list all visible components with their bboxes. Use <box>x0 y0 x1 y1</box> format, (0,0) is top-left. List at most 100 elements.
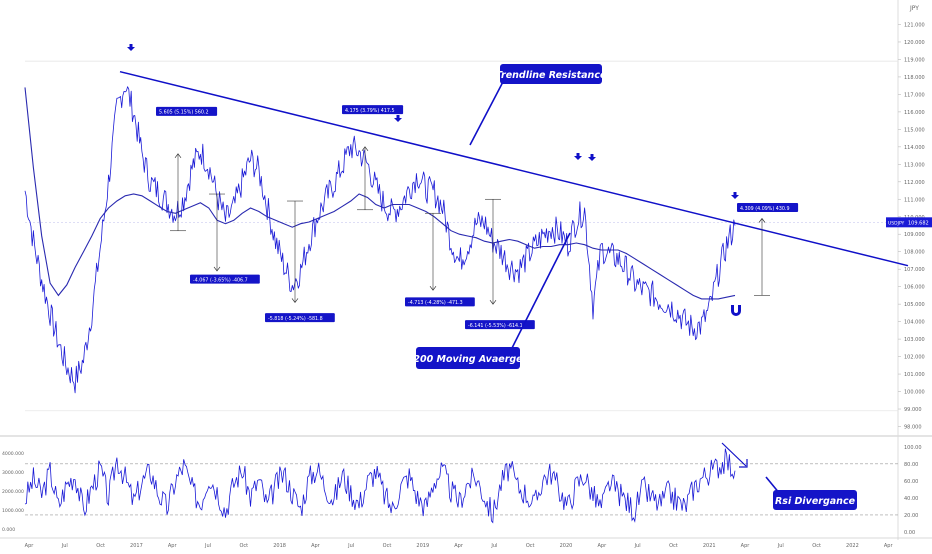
trendline-callout-pointer <box>469 77 506 146</box>
annotation-layer: 5.605 (5.15%) 560.2 -4.067 (-3.65%) -406.… <box>127 44 857 510</box>
x-tick-label: 2020 <box>560 543 573 549</box>
measure-arrowhead <box>429 285 437 291</box>
x-tick-label: Jul <box>61 543 68 549</box>
y-tick-label: 105.000 <box>904 302 925 308</box>
rsi-divergence-line <box>721 442 747 467</box>
rsi-pane: 100.00 80.00 60.00 40.00 20.00 0.00 4000.000 30… <box>2 445 922 536</box>
measure-label-box <box>190 274 260 284</box>
ma-callout-box <box>416 347 520 369</box>
x-tick-label: Apr <box>25 543 35 549</box>
x-tick-label: Oct <box>96 543 105 549</box>
rsi-left-tick-label: 1000.000 <box>2 508 24 514</box>
y-tick-label: 111.000 <box>904 197 925 203</box>
rsi-callout-box <box>773 490 857 510</box>
peak-arrow-icon <box>588 154 596 161</box>
y-tick-label: 117.000 <box>904 92 925 98</box>
x-tick-label: 2018 <box>273 543 286 549</box>
rsi-left-tick-label: 3000.000 <box>2 470 24 476</box>
axis-layer: JPY 121.000 120.000 119.000 118.000 117.000 1… <box>0 5 932 549</box>
rsi-divergence-arrowhead <box>739 459 748 468</box>
measure-label: -4.067 (-3.65%) -406.7 <box>193 277 248 283</box>
x-tick-label: Jul <box>204 543 211 549</box>
price-line <box>24 86 736 394</box>
trendline <box>119 70 909 267</box>
x-tick-label: Oct <box>383 543 392 549</box>
measure-label: 4.309 (4.09%) 430.9 <box>740 206 790 212</box>
ma-callout-text: 200 Moving Avaerge <box>413 354 523 365</box>
y-tick-label: 116.000 <box>904 110 925 116</box>
measure-label: -4.713 (-4.28%) -471.3 <box>408 300 463 306</box>
measure-arrowhead <box>174 153 182 159</box>
measure-arrowhead <box>758 217 766 223</box>
rsi-y-tick-label: 40.00 <box>904 496 918 502</box>
measure-label-box <box>342 105 404 115</box>
x-tick-label: Jul <box>490 543 497 549</box>
price-tag-value: 109.682 <box>908 220 929 226</box>
x-tick-label: Oct <box>526 543 535 549</box>
measure-label-box <box>156 106 218 116</box>
y-tick-label: 103.000 <box>904 337 925 343</box>
measure-arrowhead <box>489 299 497 305</box>
y-tick-label: 99.000 <box>904 407 922 413</box>
price-tag-symbol: USDJPY <box>888 220 905 226</box>
rsi-left-tick-label: 4000.000 <box>2 451 24 457</box>
rsi-y-tick-label: 20.00 <box>904 513 918 519</box>
measure-label: 4.175 (3.79%) 417.5 <box>345 108 395 114</box>
rsi-y-tick-label: 0.00 <box>904 530 915 536</box>
price-pane <box>24 70 909 394</box>
x-tick-label: 2017 <box>130 543 143 549</box>
moving-average-line <box>24 87 736 300</box>
trendline-callout-text: Trendline Resistance <box>496 70 607 81</box>
measure-label: -5.818 (-5.24%) -581.8 <box>268 316 323 322</box>
rsi-y-tick-label: 60.00 <box>904 479 918 485</box>
x-tick-label: Jul <box>347 543 354 549</box>
y-tick-label: 102.000 <box>904 355 925 361</box>
x-tick-label: Oct <box>669 543 678 549</box>
y-tick-label: 100.000 <box>904 390 925 396</box>
measure-label-box <box>405 297 475 307</box>
measure-arrowhead <box>361 146 369 152</box>
measure-label-box <box>737 203 799 213</box>
ma-callout-pointer <box>509 232 571 353</box>
peak-arrow-icon <box>574 153 582 160</box>
x-tick-label: Apr <box>311 543 321 549</box>
x-tick-label: Apr <box>884 543 894 549</box>
y-tick-label: 106.000 <box>904 285 925 291</box>
x-tick-label: Apr <box>597 543 607 549</box>
rsi-callout-text: Rsi Divergance <box>775 496 856 507</box>
x-tick-label: Apr <box>454 543 464 549</box>
trendline-callout-box <box>500 64 602 84</box>
measure-arrowhead <box>213 266 221 272</box>
y-tick-label: 115.000 <box>904 127 925 133</box>
peak-arrow-icon <box>127 44 135 51</box>
y-tick-label: 114.000 <box>904 145 925 151</box>
rsi-left-tick-label: 0.000 <box>2 527 15 533</box>
peak-arrow-icon <box>731 192 739 199</box>
y-tick-label: 104.000 <box>904 320 925 326</box>
corner-label: JPY <box>909 5 919 12</box>
y-tick-label: 108.000 <box>904 250 925 256</box>
x-tick-label: Jul <box>777 543 784 549</box>
peak-arrow-icon <box>394 115 402 122</box>
grid-layer <box>0 0 932 540</box>
price-tag-value-box <box>906 217 932 228</box>
measure-label: -6.141 (-5.53%) -614.1 <box>468 323 523 329</box>
y-tick-label: 101.000 <box>904 372 925 378</box>
rsi-y-tick-label: 80.00 <box>904 462 918 468</box>
x-tick-label: 2022 <box>846 543 859 549</box>
y-tick-label: 119.000 <box>904 57 925 63</box>
x-tick-label: Jul <box>634 543 641 549</box>
x-tick-label: 2021 <box>703 543 716 549</box>
rsi-line <box>24 448 736 524</box>
rsi-left-tick-label: 2000.000 <box>2 489 24 495</box>
y-tick-label: 109.000 <box>904 232 925 238</box>
x-tick-label: 2019 <box>416 543 429 549</box>
x-tick-label: Oct <box>239 543 248 549</box>
measure-arrowhead <box>291 298 299 303</box>
rsi-y-tick-label: 100.00 <box>904 445 922 451</box>
magnet-icon <box>731 305 741 316</box>
y-tick-label: 98.000 <box>904 425 922 431</box>
measure-label: 5.605 (5.15%) 560.2 <box>159 110 209 116</box>
